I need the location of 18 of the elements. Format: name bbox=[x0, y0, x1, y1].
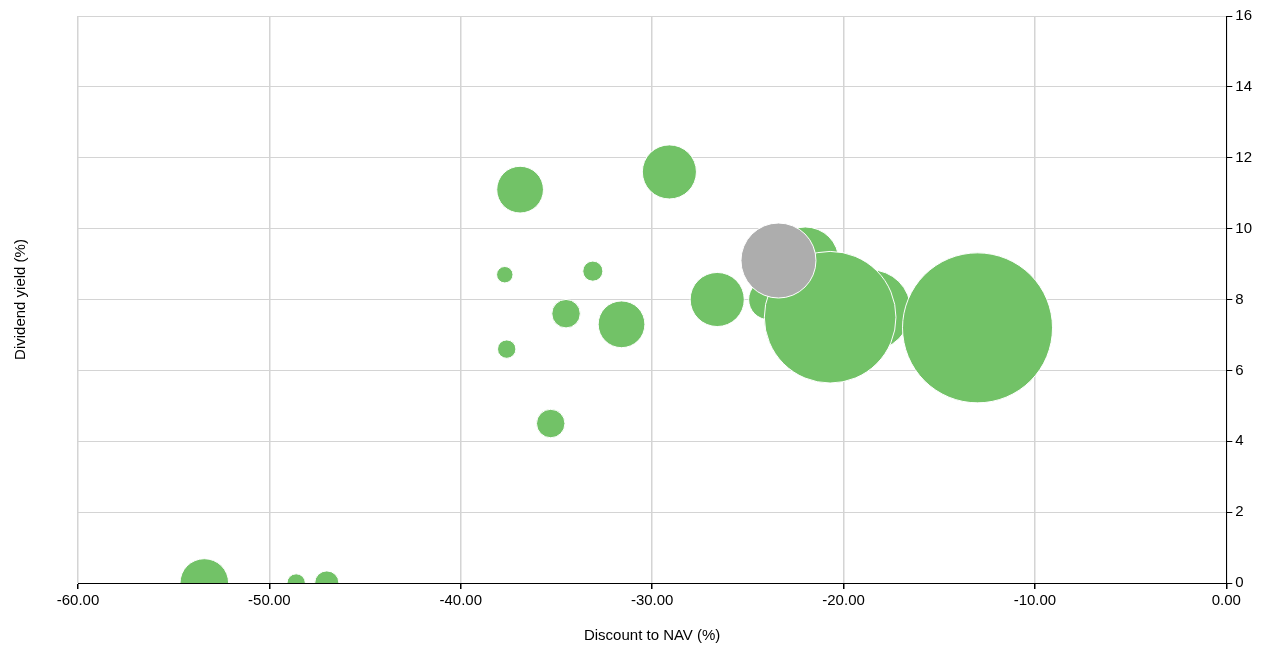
y-tick-label: 8 bbox=[1235, 289, 1244, 307]
y-tick-label: 0 bbox=[1235, 573, 1244, 591]
y-axis-title: Dividend yield (%) bbox=[11, 239, 29, 360]
x-tick-label: 0.00 bbox=[1211, 591, 1241, 609]
y-tick-label: 2 bbox=[1235, 502, 1244, 520]
x-tick-label: -60.00 bbox=[56, 591, 100, 609]
x-axis-title: Discount to NAV (%) bbox=[583, 626, 721, 644]
y-tick-label: 12 bbox=[1235, 147, 1252, 165]
y-tick-label: 14 bbox=[1235, 77, 1252, 95]
y-tick-label: 10 bbox=[1235, 218, 1252, 236]
x-tick-label: -10.00 bbox=[1013, 591, 1057, 609]
x-tick-label: -50.00 bbox=[248, 591, 291, 609]
y-tick-label: 6 bbox=[1235, 360, 1244, 378]
y-tick-label: 4 bbox=[1235, 431, 1244, 449]
x-tick-label: -20.00 bbox=[822, 591, 865, 609]
y-tick-label: 16 bbox=[1235, 6, 1252, 24]
x-tick-label: -40.00 bbox=[439, 591, 483, 609]
x-tick-label: -30.00 bbox=[630, 591, 674, 609]
